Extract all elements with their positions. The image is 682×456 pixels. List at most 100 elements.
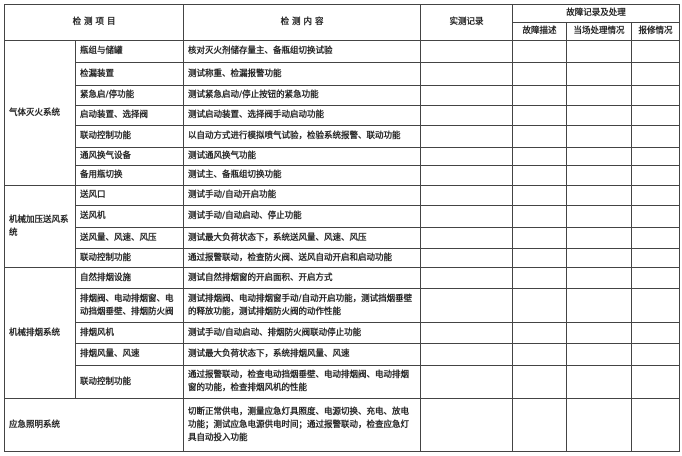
fault-desc-cell[interactable] [512,85,568,106]
repair-cell[interactable] [631,125,681,148]
record-cell[interactable] [420,85,514,106]
onsite-cell[interactable] [566,185,633,206]
record-cell[interactable] [420,205,514,228]
header-fault-desc: 故障描述 [512,22,568,41]
fault-desc-cell[interactable] [512,185,568,206]
repair-cell[interactable] [631,40,681,63]
onsite-cell[interactable] [566,62,633,86]
fault-desc-cell[interactable] [512,227,568,249]
fault-desc-cell[interactable] [512,248,568,268]
content-cell: 核对灭火剂储存量主、备瓶组切换试验 [183,40,422,63]
content-cell: 测试最大负荷状态下，系统送风量、风速、风压 [183,227,422,249]
fault-desc-cell[interactable] [512,125,568,148]
fault-desc-cell[interactable] [512,105,568,126]
repair-cell[interactable] [631,398,681,452]
onsite-cell[interactable] [566,365,633,399]
system-cell: 机械排烟系统 [4,267,76,399]
record-cell[interactable] [420,62,514,86]
item-cell: 紧急启/停功能 [74,85,185,106]
item-cell: 送风量、风速、风压 [74,227,185,249]
repair-cell[interactable] [631,185,681,206]
content-cell: 测试主、备瓶组切换功能 [183,165,422,186]
onsite-cell[interactable] [566,343,633,366]
onsite-cell[interactable] [566,105,633,126]
table-row: 排烟风机 测试手动/自动启动、排烟防火阀联动停止功能 [5,322,681,344]
item-cell: 排烟风机 [74,322,185,344]
repair-cell[interactable] [631,147,681,166]
repair-cell[interactable] [631,248,681,268]
record-cell[interactable] [420,40,514,63]
onsite-cell[interactable] [566,248,633,268]
record-cell[interactable] [420,343,514,366]
record-cell[interactable] [420,322,514,344]
record-cell[interactable] [420,147,514,166]
content-cell: 测试自然排烟窗的开启面积、开启方式 [183,267,422,289]
onsite-cell[interactable] [566,147,633,166]
onsite-cell[interactable] [566,288,633,323]
content-cell: 通过报警联动，检查电动挡烟垂壁、电动排烟阀、电动排烟窗的功能，检查排烟风机的性能 [183,365,422,399]
header-content: 检 测 内 容 [183,4,422,41]
onsite-cell[interactable] [566,85,633,106]
record-cell[interactable] [420,365,514,399]
header-record: 实测记录 [420,4,514,41]
table-row: 通风换气设备 测试通风换气功能 [5,147,681,166]
record-cell[interactable] [420,227,514,249]
repair-cell[interactable] [631,365,681,399]
item-cell: 排烟风量、风速 [74,343,185,366]
repair-cell[interactable] [631,267,681,289]
fault-desc-cell[interactable] [512,267,568,289]
content-cell: 测试最大负荷状态下，系统排烟风量、风速 [183,343,422,366]
repair-cell[interactable] [631,165,681,186]
item-cell: 联动控制功能 [74,365,185,399]
onsite-cell[interactable] [566,205,633,228]
repair-cell[interactable] [631,105,681,126]
fault-desc-cell[interactable] [512,322,568,344]
content-cell: 测试手动/自动启动、排烟防火阀联动停止功能 [183,322,422,344]
onsite-cell[interactable] [566,267,633,289]
record-cell[interactable] [420,165,514,186]
table-row: 送风机 测试手动/自动启动、停止功能 [5,205,681,228]
record-cell[interactable] [420,398,514,452]
record-cell[interactable] [420,185,514,206]
fault-desc-cell[interactable] [512,398,568,452]
onsite-cell[interactable] [566,165,633,186]
onsite-cell[interactable] [566,322,633,344]
item-cell: 联动控制功能 [74,125,185,148]
table-row: 送风量、风速、风压 测试最大负荷状态下，系统送风量、风速、风压 [5,227,681,249]
onsite-cell[interactable] [566,227,633,249]
table-row: 应急照明系统 切断正常供电，测量应急灯具照度、电源切换、充电、放电功能；测试应急电… [3,398,681,452]
table-row: 排烟风量、风速 测试最大负荷状态下，系统排烟风量、风速 [5,343,681,366]
table-row: 紧急启/停功能 测试紧急启动/停止按钮的紧急功能 [5,85,681,106]
repair-cell[interactable] [631,62,681,86]
repair-cell[interactable] [631,288,681,323]
record-cell[interactable] [420,248,514,268]
table-row: 气体灭火系统 瓶组与储罐 核对灭火剂储存量主、备瓶组切换试验 [4,40,681,186]
content-cell: 测试通风换气功能 [183,147,422,166]
fault-desc-cell[interactable] [512,205,568,228]
fault-desc-cell[interactable] [512,62,568,86]
repair-cell[interactable] [631,322,681,344]
record-cell[interactable] [420,105,514,126]
onsite-cell[interactable] [566,40,633,63]
record-cell[interactable] [420,267,514,289]
repair-cell[interactable] [631,85,681,106]
fault-desc-cell[interactable] [512,365,568,399]
table-row: 联动控制功能 通过报警联动，检查电动挡烟垂壁、电动排烟阀、电动排烟窗的功能，检查排… [5,365,681,399]
fault-desc-cell[interactable] [512,40,568,63]
onsite-cell[interactable] [566,125,633,148]
header-onsite: 当场处理情况 [566,22,633,41]
fault-desc-cell[interactable] [512,343,568,366]
fault-desc-cell[interactable] [512,165,568,186]
fault-desc-cell[interactable] [512,147,568,166]
record-cell[interactable] [420,288,514,323]
repair-cell[interactable] [631,343,681,366]
item-cell: 通风换气设备 [74,147,185,166]
header-item: 检 测 项 目 [3,4,185,41]
header-fault-group: 故障记录及处理 [512,4,681,23]
fault-desc-cell[interactable] [512,288,568,323]
onsite-cell[interactable] [566,398,633,452]
repair-cell[interactable] [631,205,681,228]
repair-cell[interactable] [631,227,681,249]
record-cell[interactable] [420,125,514,148]
table-row: 联动控制功能 以自动方式进行模拟喷气试验，检验系统报警、联动功能 [5,125,681,148]
